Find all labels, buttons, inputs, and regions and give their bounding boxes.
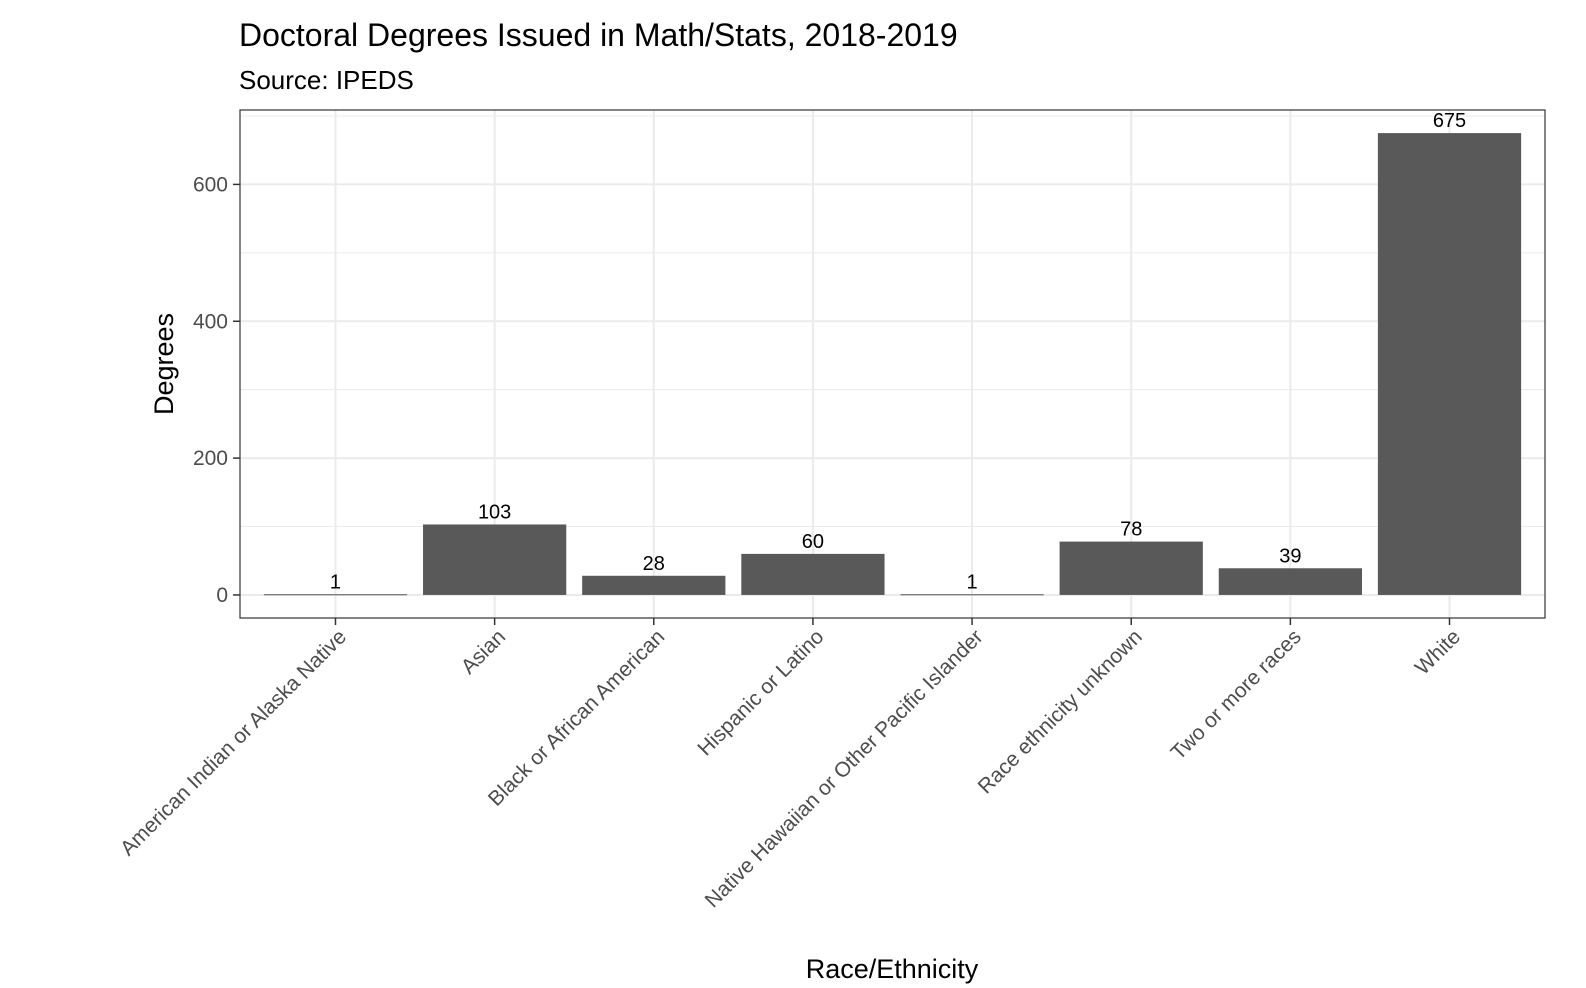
y-tick-label: 600 — [193, 173, 228, 196]
bar — [423, 524, 567, 595]
data-label: 675 — [1433, 110, 1466, 132]
bar — [582, 575, 726, 595]
x-tick-label: White — [1411, 625, 1465, 679]
x-tick-label: Native Hawaiian or Other Pacific Islande… — [701, 625, 988, 912]
chart-subtitle: Source: IPEDS — [239, 65, 414, 95]
bar — [900, 594, 1044, 596]
x-tick-label: Black or African American — [484, 625, 669, 810]
bar — [1218, 568, 1362, 595]
y-tick-label: 200 — [193, 447, 228, 470]
y-axis: 0 200 400 600 — [193, 173, 240, 607]
data-label: 60 — [802, 531, 824, 553]
x-axis-title: Race/Ethnicity — [806, 954, 979, 984]
bar — [1377, 133, 1522, 595]
x-tick-label: Race ethnicity unknown — [974, 625, 1147, 798]
x-tick-label: American Indian or Alaska Native — [116, 625, 351, 860]
data-label: 39 — [1279, 545, 1301, 567]
x-tick-label: Two or more races — [1167, 625, 1306, 764]
data-label: 28 — [643, 553, 665, 575]
x-axis: American Indian or Alaska Native AsianBla… — [116, 618, 1465, 912]
plot-border — [239, 109, 1546, 619]
bar — [263, 594, 408, 596]
bar — [741, 553, 885, 595]
y-tick-label: 400 — [193, 310, 228, 333]
bars — [263, 133, 1522, 596]
grid-lines — [240, 110, 1545, 618]
x-tick-label: Hispanic or Latino — [693, 625, 828, 760]
data-label: 1 — [330, 571, 341, 593]
chart-title: Doctoral Degrees Issued in Math/Stats, 2… — [239, 17, 958, 53]
data-label: 103 — [478, 501, 511, 523]
y-tick-label: 0 — [216, 584, 228, 607]
data-label: 1 — [967, 571, 978, 593]
data-label: 78 — [1120, 519, 1142, 541]
data-labels: 1 103 28 60 1 78 39 675 — [330, 110, 1466, 593]
x-tick-label: Asian — [457, 625, 510, 678]
y-axis-title: Degrees — [149, 313, 179, 415]
bar — [1059, 541, 1203, 595]
